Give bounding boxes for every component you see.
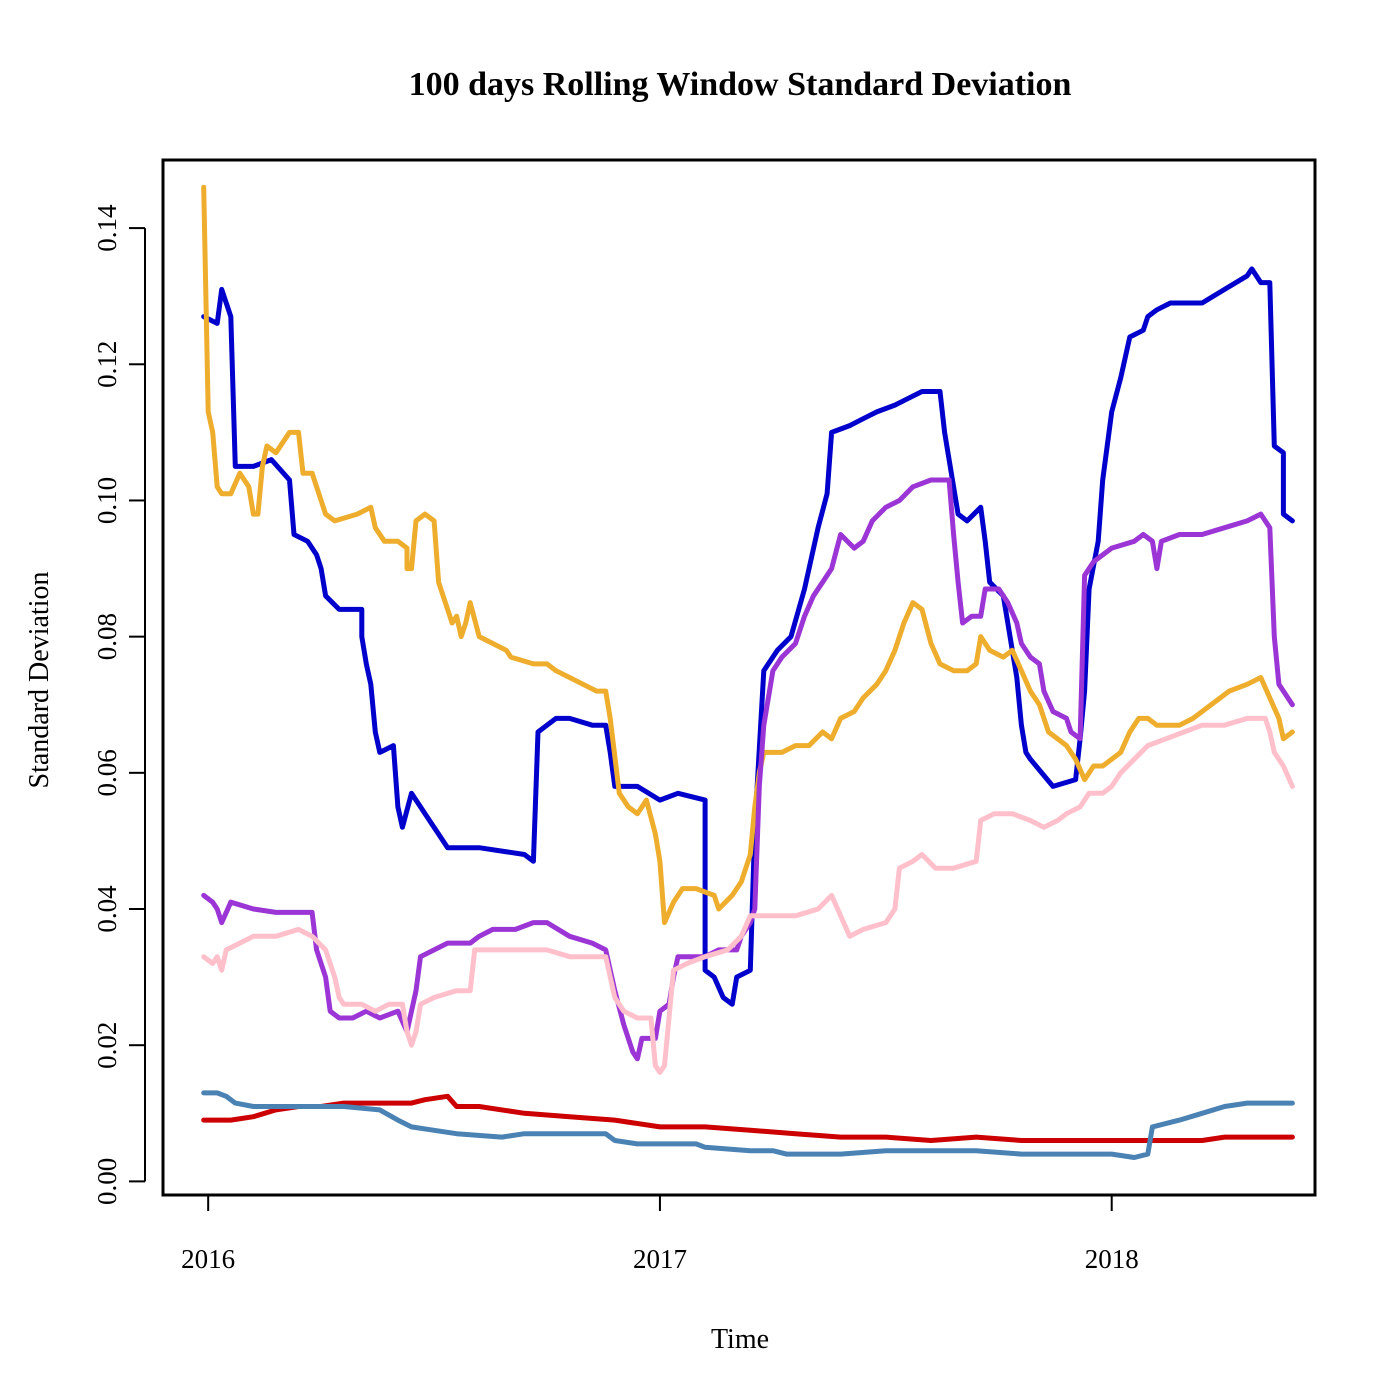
series-line-4 (201, 715, 1295, 1075)
x-tick-label: 2018 (1085, 1244, 1139, 1274)
y-tick-label: 0.04 (92, 885, 122, 933)
x-axis-label: Time (711, 1324, 769, 1355)
y-tick-label: 0.02 (92, 1022, 122, 1069)
chart-title: 100 days Rolling Window Standard Deviati… (409, 66, 1072, 103)
series-line-1 (201, 266, 1295, 1007)
series-line-6 (201, 1090, 1295, 1160)
y-tick-label: 0.10 (92, 477, 122, 524)
y-tick-label: 0.12 (92, 341, 122, 388)
x-tick-label: 2016 (181, 1244, 235, 1274)
plot-frame (161, 158, 1317, 1197)
y-tick-label: 0.06 (92, 749, 122, 796)
series-line-2 (201, 184, 1295, 926)
series-line-5 (201, 1093, 1295, 1143)
y-axis-label: Standard Deviation (24, 572, 55, 789)
y-tick-label: 0.08 (92, 613, 122, 660)
axis-layer: 2016 2017 2018 0.00 0.02 0.04 0.06 0.08 0.10 0.12… (92, 204, 1139, 1274)
x-tick-label: 2017 (633, 1244, 687, 1274)
series-layer (201, 184, 1295, 1160)
y-tick-label: 0.00 (92, 1158, 122, 1205)
y-tick-label: 0.14 (92, 204, 122, 252)
